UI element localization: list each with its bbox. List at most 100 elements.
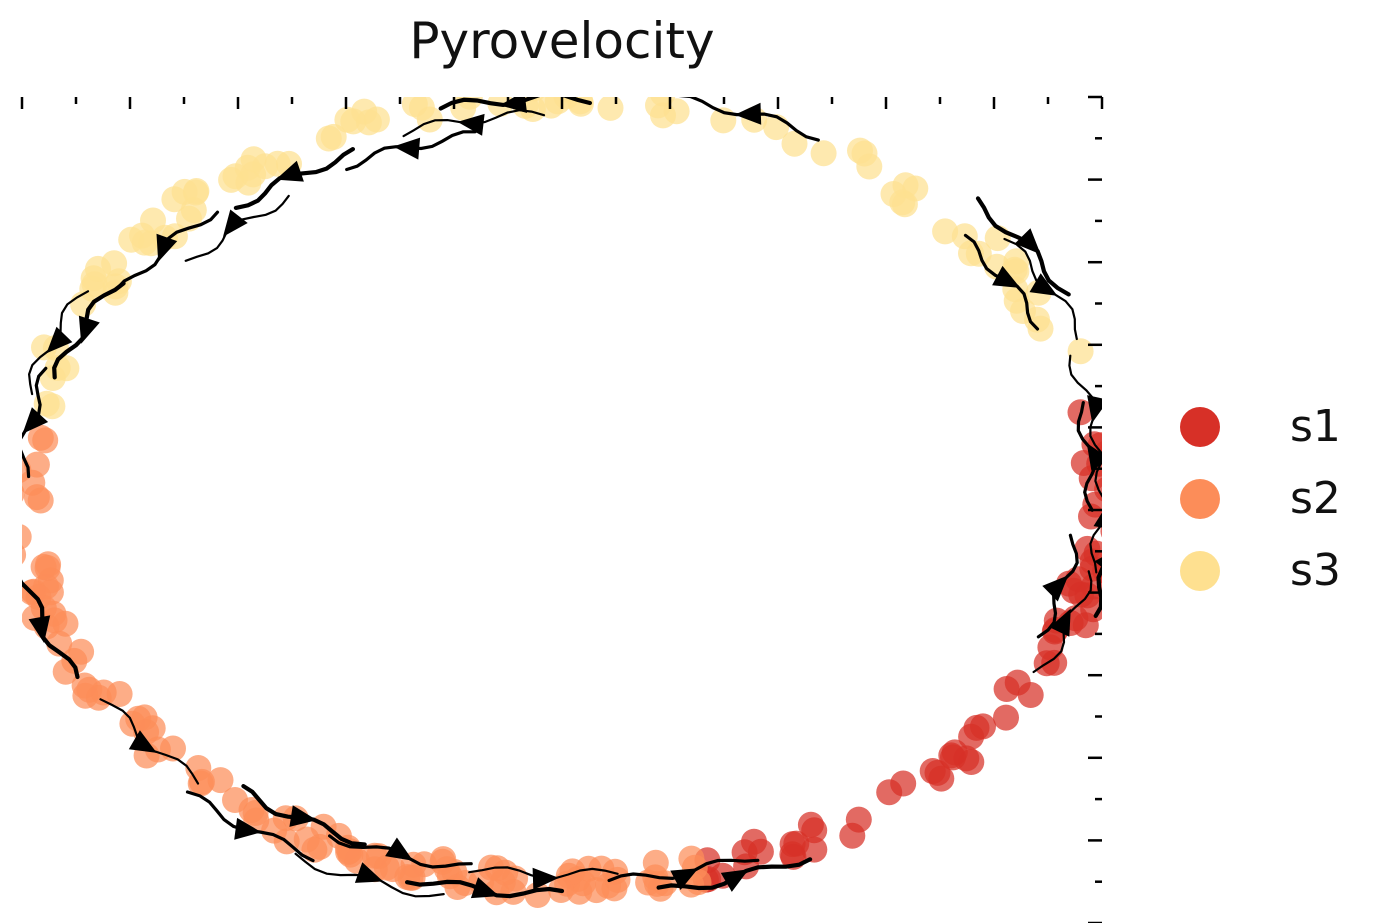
point-s3 xyxy=(39,393,66,420)
x-ticks xyxy=(20,97,1104,109)
point-s2 xyxy=(34,555,61,581)
point-s2 xyxy=(188,768,215,795)
legend-label-s1: s1 xyxy=(1290,401,1341,452)
point-s3 xyxy=(1024,306,1050,333)
streamline xyxy=(1089,461,1102,574)
streamline-arrow xyxy=(670,868,699,890)
point-s2 xyxy=(27,424,54,451)
point-s2 xyxy=(131,704,158,731)
point-s2 xyxy=(22,524,32,550)
point-s2 xyxy=(22,545,27,565)
streamline-arrow xyxy=(275,160,304,182)
point-s2 xyxy=(144,736,171,763)
legend-marker-s1 xyxy=(1180,407,1220,447)
point-s3 xyxy=(363,106,390,133)
point-s3 xyxy=(645,97,671,119)
streamline-arrow xyxy=(128,730,157,753)
point-s2 xyxy=(397,864,424,891)
point-s3 xyxy=(222,163,249,190)
legend-item-s1: s1 xyxy=(1180,401,1341,452)
legend-marker-s3 xyxy=(1180,551,1220,591)
streamline-arrow xyxy=(1042,575,1069,602)
streamline-arrow xyxy=(156,233,178,262)
point-s3 xyxy=(597,97,624,121)
streamline-arrow xyxy=(354,862,384,883)
point-s2 xyxy=(222,787,248,813)
point-s3 xyxy=(810,140,837,167)
point-s1 xyxy=(1103,447,1129,473)
point-s3 xyxy=(416,106,443,133)
streamline xyxy=(1093,565,1102,618)
streamline-arrow xyxy=(1049,608,1071,637)
point-s3 xyxy=(183,178,210,204)
streamline-arrow xyxy=(532,867,559,890)
point-s1 xyxy=(1072,612,1099,639)
point-s1 xyxy=(797,811,824,838)
legend-item-s3: s3 xyxy=(1180,545,1341,596)
point-s3 xyxy=(544,97,571,115)
legend: s1 s2 s3 xyxy=(1180,401,1341,596)
point-s3 xyxy=(129,222,156,249)
streamline-arrow xyxy=(1014,228,1041,255)
streamline-arrow xyxy=(1086,443,1102,471)
point-s2 xyxy=(604,866,631,893)
point-s2 xyxy=(22,485,25,502)
point-s2 xyxy=(678,845,705,872)
point-s3 xyxy=(1003,248,1030,275)
point-s2 xyxy=(68,638,95,665)
streamline-arrow xyxy=(457,113,485,136)
streamline-arrow xyxy=(1029,273,1058,296)
streamline-arrow xyxy=(1087,395,1102,423)
point-s1 xyxy=(993,704,1019,731)
point-s3 xyxy=(240,146,267,173)
streamline-arrow xyxy=(734,102,762,125)
point-s2 xyxy=(106,681,133,707)
point-s2 xyxy=(583,877,610,904)
streamline-arrow xyxy=(385,837,413,861)
point-s3 xyxy=(340,108,367,135)
streamline-arrow xyxy=(22,407,49,434)
point-s1 xyxy=(741,828,767,855)
chart-title: Pyrovelocity xyxy=(409,12,715,70)
y-ticks xyxy=(1088,95,1102,923)
point-s2 xyxy=(52,610,79,637)
streamline-arrow xyxy=(28,615,51,643)
point-s1 xyxy=(919,758,946,784)
streamline-arrow xyxy=(499,97,527,113)
point-s1 xyxy=(845,806,872,833)
streamline-arrow xyxy=(223,209,248,237)
streamlines-layer xyxy=(22,97,1102,899)
point-s2 xyxy=(429,848,456,875)
points-layer xyxy=(22,97,1129,908)
legend-item-s2: s2 xyxy=(1180,473,1341,524)
point-s1 xyxy=(1060,577,1087,604)
point-s1 xyxy=(1017,682,1044,708)
streamline-arrow xyxy=(289,805,317,827)
point-s3 xyxy=(1067,338,1094,365)
streamline-arrow xyxy=(720,869,749,892)
point-s3 xyxy=(932,218,959,245)
point-s2 xyxy=(293,826,320,853)
point-s1 xyxy=(958,723,985,750)
streamline-arrow xyxy=(234,817,262,840)
point-s3 xyxy=(781,130,808,157)
point-s1 xyxy=(801,836,828,863)
point-s1 xyxy=(1103,463,1129,489)
streamline-arrow xyxy=(992,265,1021,288)
legend-marker-s2 xyxy=(1180,479,1220,519)
streamline-arrow xyxy=(46,326,73,354)
point-s1 xyxy=(993,676,1020,702)
legend-label-s2: s2 xyxy=(1290,473,1341,524)
point-s1 xyxy=(1041,649,1068,676)
streamline-arrow xyxy=(1093,512,1102,528)
legend-label-s3: s3 xyxy=(1290,545,1341,596)
point-s3 xyxy=(85,255,111,282)
point-s1 xyxy=(1100,524,1102,538)
point-s1 xyxy=(876,779,903,806)
point-s1 xyxy=(958,749,985,775)
point-s1 xyxy=(1080,573,1102,600)
streamline-arrow xyxy=(470,877,500,899)
streamline-arrow xyxy=(1094,557,1102,568)
point-s2 xyxy=(559,858,586,885)
